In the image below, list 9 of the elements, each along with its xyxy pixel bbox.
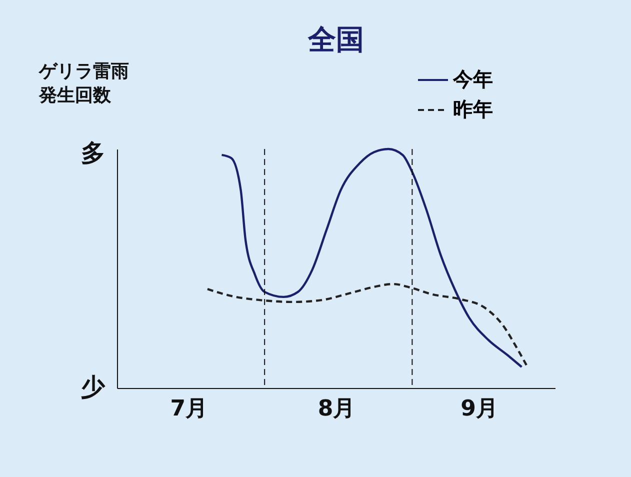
text: 少 — [81, 373, 106, 401]
legend-label: 昨年 — [453, 97, 493, 121]
y-axis-title: ゲリラ雷雨発生回数 — [38, 61, 129, 106]
chart-title: 全国 — [307, 23, 364, 56]
x-tick-label: 7月 — [170, 396, 208, 422]
x-tick-label: 8月 — [318, 396, 356, 422]
legend-label: 今年 — [452, 67, 493, 91]
text: 多 — [81, 139, 105, 167]
x-tick-label: 9月 — [460, 396, 498, 422]
